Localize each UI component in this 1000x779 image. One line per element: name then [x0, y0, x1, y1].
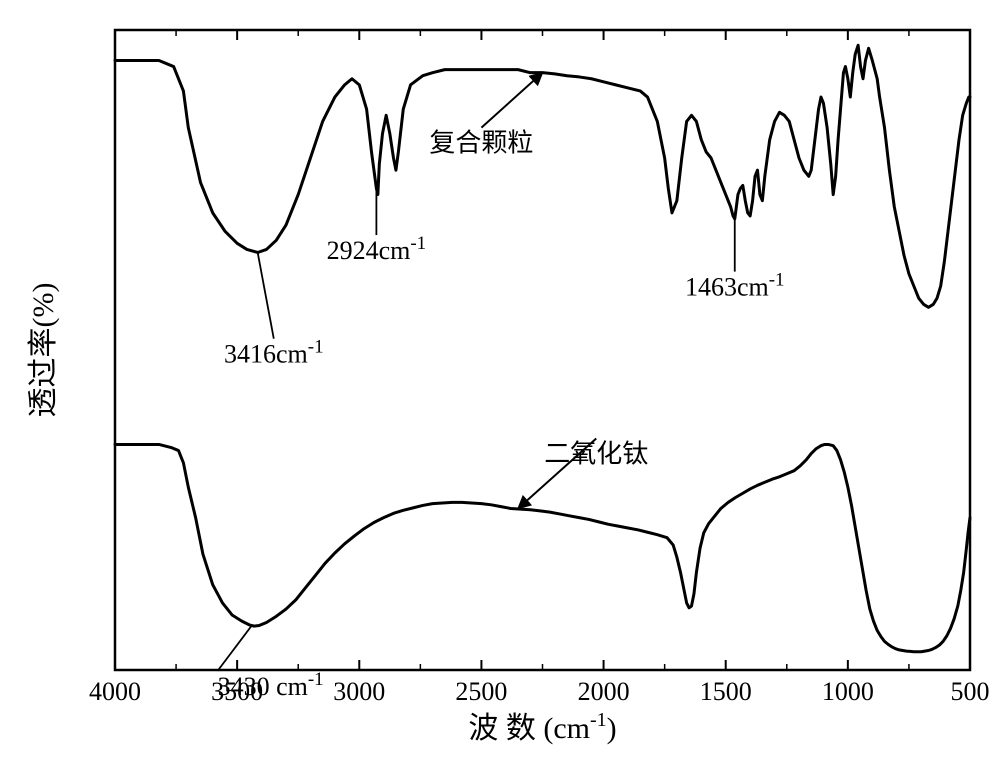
annotation-leader	[218, 626, 252, 671]
annotation-peak-label: 1463cm-1	[685, 270, 785, 302]
ftir-chart: 4000350030002500200015001000500波 数 (cm-1…	[0, 0, 1000, 779]
x-tick-label: 2500	[455, 677, 507, 706]
series-composite	[115, 45, 970, 307]
x-tick-label: 500	[951, 677, 990, 706]
x-tick-label: 1000	[822, 677, 874, 706]
annotation-label: 二氧化钛	[544, 439, 648, 468]
annotation-label: 复合颗粒	[429, 129, 533, 158]
x-tick-label: 3000	[333, 677, 385, 706]
annotation-peak-label: 3430 cm-1	[218, 669, 324, 701]
annotation-peak-label: 2924cm-1	[327, 233, 427, 265]
series-tio2	[115, 444, 970, 651]
annotation-peak-label: 3416cm-1	[224, 337, 324, 369]
x-tick-label: 4000	[89, 677, 141, 706]
x-tick-label: 2000	[578, 677, 630, 706]
x-tick-label: 1500	[700, 677, 752, 706]
x-axis-label: 波 数 (cm-1)	[468, 709, 616, 745]
y-axis-label: 透过率(%)	[27, 283, 60, 418]
chart-svg: 4000350030002500200015001000500波 数 (cm-1…	[0, 0, 1000, 779]
annotation-arrow	[481, 73, 542, 128]
annotation-leader	[258, 252, 274, 338]
